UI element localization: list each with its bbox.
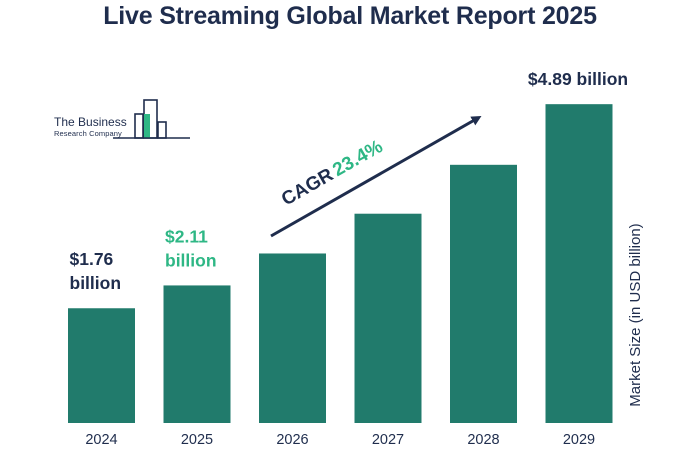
y-axis-label: Market Size (in USD billion) xyxy=(627,223,644,407)
x-tick-2026: 2026 xyxy=(276,432,308,448)
x-tick-2025: 2025 xyxy=(181,432,213,448)
bar-2028 xyxy=(450,164,517,424)
bar-2027 xyxy=(354,213,422,423)
logo-icon xyxy=(113,99,190,139)
bar-2024 xyxy=(68,308,135,423)
x-tick-2029: 2029 xyxy=(563,432,595,448)
x-tick-2024: 2024 xyxy=(85,432,117,448)
logo-line1: The Business xyxy=(54,115,127,129)
cagr-arrow xyxy=(270,116,482,238)
data-label-2025-line1: $2.11 xyxy=(165,226,208,246)
x-tick-2028: 2028 xyxy=(467,432,499,448)
logo: The Business Research Company xyxy=(54,116,127,138)
data-label-2025-line2: billion xyxy=(165,250,217,270)
data-label-2029-line1: $4.89 billion xyxy=(528,69,628,89)
x-tick-2027: 2027 xyxy=(372,432,404,448)
bar-2025 xyxy=(163,285,231,423)
chart-title: Live Streaming Global Market Report 2025 xyxy=(103,2,597,30)
data-label-2024-line2: billion xyxy=(70,273,122,293)
logo-line2: Research Company xyxy=(54,129,122,138)
bar-2026 xyxy=(259,253,326,423)
bar-2029 xyxy=(545,104,613,423)
data-label-2024-line1: $1.76 xyxy=(70,249,114,269)
